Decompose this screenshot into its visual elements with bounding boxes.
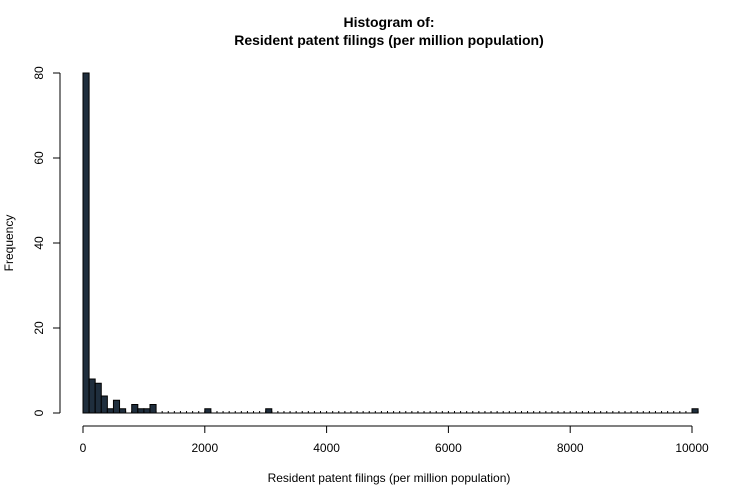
histogram-bar: [106, 408, 114, 414]
y-tick-label: 20: [32, 321, 46, 335]
histogram-bar: [691, 408, 699, 414]
histogram-bar: [112, 399, 121, 414]
x-tick-label: 4000: [313, 441, 340, 455]
histogram-bar: [100, 395, 108, 414]
histogram-bar: [265, 408, 273, 414]
histogram-bar: [137, 408, 145, 414]
bar-group: [82, 72, 699, 414]
x-axis: 0 2000 4000 6000 8000 10000: [80, 425, 709, 455]
y-tick-label: 0: [32, 409, 46, 416]
x-tick-label: 2000: [191, 441, 218, 455]
histogram-bar: [94, 382, 102, 414]
x-tick-label: 6000: [435, 441, 462, 455]
y-tick-label: 60: [32, 151, 46, 165]
x-tick-label: 0: [80, 441, 87, 455]
histogram-bar: [82, 72, 90, 414]
histogram-bar: [131, 404, 139, 414]
histogram-bar: [143, 408, 151, 414]
histogram-bar: [119, 408, 127, 414]
y-tick-label: 80: [32, 66, 46, 80]
histogram-bar: [88, 378, 96, 414]
histogram-bar: [204, 408, 212, 414]
zero-count-baseline: [82, 411, 699, 414]
x-tick-label: 8000: [557, 441, 584, 455]
chart-subtitle: Resident patent filings (per million pop…: [234, 32, 544, 48]
x-axis-label: Resident patent filings (per million pop…: [268, 471, 511, 485]
chart-title: Histogram of:: [344, 14, 435, 30]
y-axis: 0 20 40 60 80: [32, 66, 61, 416]
y-axis-label: Frequency: [2, 215, 16, 272]
x-tick-label: 10000: [675, 441, 709, 455]
histogram-bar: [149, 404, 157, 414]
y-tick-label: 40: [32, 236, 46, 250]
